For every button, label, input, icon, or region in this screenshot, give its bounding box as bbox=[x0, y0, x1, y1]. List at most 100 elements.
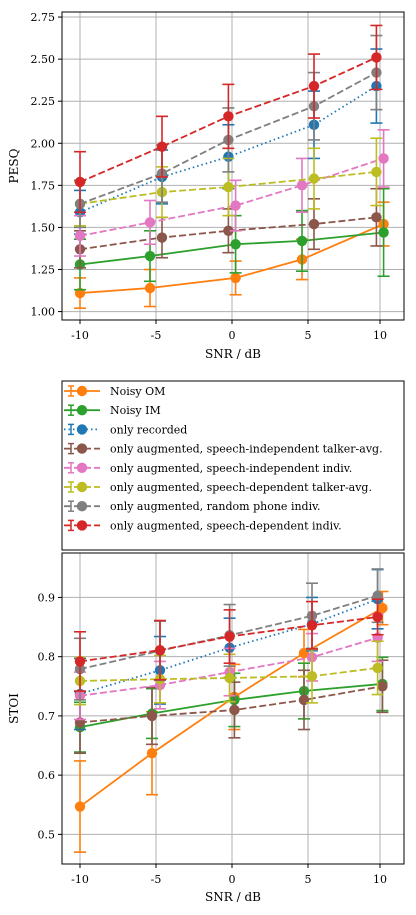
legend-box bbox=[61, 380, 405, 551]
legend-label: only augmented, speech-dependent indiv. bbox=[110, 519, 342, 532]
legend-marker bbox=[76, 405, 88, 416]
pesq-data-point bbox=[308, 218, 320, 230]
stoi-data-point bbox=[154, 644, 166, 656]
pesq-data-point bbox=[144, 250, 156, 262]
pesq-data-point bbox=[371, 212, 382, 223]
stoi-x-tick-label: -10 bbox=[71, 873, 89, 886]
legend-entry-only-recorded: only recorded bbox=[64, 423, 187, 436]
pesq-series-only-augmented-speech-dependent-indiv bbox=[74, 24, 383, 214]
legend-label: only augmented, random phone indiv. bbox=[110, 500, 321, 513]
stoi-data-point bbox=[372, 662, 383, 674]
pesq-y-tick-label: 1.25 bbox=[31, 264, 56, 277]
stoi-data-point bbox=[229, 704, 240, 716]
stoi-series-line bbox=[79, 667, 378, 682]
pesq-y-tick-label: 1.50 bbox=[31, 221, 56, 234]
stoi-data-point bbox=[377, 602, 388, 614]
stoi-data-point bbox=[377, 681, 388, 692]
pesq-data-point bbox=[230, 239, 241, 250]
stoi-data-point bbox=[372, 611, 383, 623]
pesq-y-tick-label: 2.00 bbox=[31, 137, 56, 150]
pesq-data-point bbox=[230, 272, 241, 284]
stoi-data-point bbox=[224, 672, 235, 684]
stoi-y-tick-label: 0.9 bbox=[38, 591, 56, 604]
stoi-x-tick-label: 10 bbox=[373, 873, 387, 886]
stoi-series-line bbox=[79, 685, 383, 724]
stoi-data-point bbox=[224, 631, 235, 642]
stoi-x-tick-label: 0 bbox=[229, 873, 236, 886]
pesq-data-point bbox=[378, 153, 389, 164]
pesq-panel: -10 -5 0 5 10 1.00 1.25 1.50 1.75 2.00 2.25 2.50 2.… bbox=[7, 11, 405, 361]
legend-entry-only-augmented-speech-dependent-indiv: only augmented, speech-dependent indiv. bbox=[64, 519, 342, 532]
stoi-data-point bbox=[146, 748, 158, 759]
pesq-x-tick-label: 10 bbox=[373, 329, 387, 342]
stoi-data-point bbox=[146, 710, 158, 722]
pesq-x-tick-label: 0 bbox=[229, 329, 236, 342]
legend-marker bbox=[76, 424, 88, 435]
stoi-data-point bbox=[74, 656, 86, 667]
pesq-x-tick-label: -5 bbox=[151, 329, 162, 342]
pesq-data-point bbox=[223, 111, 234, 122]
stoi-data-point bbox=[74, 801, 86, 812]
stoi-y-tick-label: 0.6 bbox=[38, 769, 56, 782]
stoi-y-tick-label: 0.7 bbox=[38, 710, 56, 723]
pesq-data-point bbox=[230, 200, 241, 211]
pesq-data-point bbox=[144, 282, 156, 294]
legend-entry-only-augmented-speech-dependent-talker-avg: only augmented, speech-dependent talker-… bbox=[64, 481, 372, 494]
pesq-data-point bbox=[371, 52, 382, 63]
pesq-data-point bbox=[156, 232, 168, 243]
legend-entry-only-augmented-speech-independent-talker-avg: only augmented, speech-independent talke… bbox=[64, 443, 383, 456]
pesq-y-tick-label: 1.75 bbox=[31, 179, 56, 192]
stoi-x-axis-label: SNR / dB bbox=[205, 890, 261, 904]
legend-label: only augmented, speech-independent talke… bbox=[110, 443, 383, 456]
pesq-data-point bbox=[223, 181, 234, 193]
pesq-x-ticks: -10 -5 0 5 10 bbox=[71, 320, 387, 342]
pesq-x-axis-label: SNR / dB bbox=[205, 347, 261, 361]
stoi-data-point bbox=[306, 620, 318, 631]
pesq-y-tick-label: 1.00 bbox=[31, 306, 56, 319]
pesq-data-point bbox=[144, 217, 156, 228]
stoi-series-line bbox=[79, 598, 378, 695]
pesq-data-point bbox=[74, 230, 86, 242]
stoi-data-point bbox=[306, 671, 318, 682]
pesq-plot-frame bbox=[61, 11, 405, 321]
pesq-grid bbox=[62, 12, 404, 320]
legend-marker bbox=[76, 385, 88, 397]
legend-label: Noisy IM bbox=[110, 404, 161, 417]
pesq-y-tick-label: 2.50 bbox=[31, 53, 56, 66]
stoi-x-ticks: -10 -5 0 5 10 bbox=[71, 864, 387, 886]
stoi-data-point bbox=[372, 590, 383, 601]
pesq-y-ticks: 1.00 1.25 1.50 1.75 2.00 2.25 2.50 2.75 bbox=[31, 11, 62, 319]
legend-label: Noisy OM bbox=[110, 385, 165, 398]
stoi-panel: -10 -5 0 5 10 0.5 0.6 0.7 0.8 0.9 SNR / dB STOI bbox=[7, 552, 405, 904]
legend-entries: Noisy OM Noisy IM only recorded only augmen… bbox=[64, 385, 383, 532]
stoi-y-tick-label: 0.5 bbox=[38, 828, 56, 841]
pesq-data-point bbox=[308, 173, 320, 184]
pesq-data-point bbox=[296, 235, 308, 247]
pesq-series-line bbox=[79, 216, 377, 251]
legend-marker bbox=[76, 443, 88, 454]
legend-entry-noisy-om: Noisy OM bbox=[64, 385, 165, 398]
legend-label: only recorded bbox=[110, 423, 187, 436]
pesq-y-tick-label: 2.75 bbox=[31, 11, 56, 24]
stoi-y-tick-label: 0.8 bbox=[38, 651, 56, 664]
stoi-y-ticks: 0.5 0.6 0.7 0.8 0.9 bbox=[38, 591, 62, 841]
pesq-x-tick-label: 5 bbox=[305, 329, 312, 342]
pesq-data-point bbox=[296, 180, 308, 191]
legend-entry-only-augmented-speech-independent-indiv: only augmented, speech-independent indiv… bbox=[64, 462, 352, 475]
legend: Noisy OM Noisy IM only recorded only augmen… bbox=[61, 380, 405, 551]
legend-label: only augmented, speech-independent indiv… bbox=[110, 462, 352, 475]
pesq-series bbox=[74, 24, 390, 310]
pesq-x-tick-label: -10 bbox=[71, 329, 89, 342]
legend-marker bbox=[76, 501, 88, 512]
pesq-y-axis-label: PESQ bbox=[7, 148, 21, 183]
legend-entry-only-augmented-random-phone-indiv: only augmented, random phone indiv. bbox=[64, 500, 321, 513]
legend-marker bbox=[76, 481, 88, 493]
stoi-x-tick-label: 5 bbox=[305, 873, 312, 886]
pesq-data-point bbox=[74, 176, 86, 188]
pesq-data-point bbox=[308, 80, 320, 92]
stoi-series bbox=[74, 568, 389, 853]
legend-label: only augmented, speech-dependent talker-… bbox=[110, 481, 372, 494]
pesq-series-line bbox=[79, 170, 377, 205]
stoi-series-only-augmented-speech-dependent-indiv bbox=[74, 598, 384, 692]
